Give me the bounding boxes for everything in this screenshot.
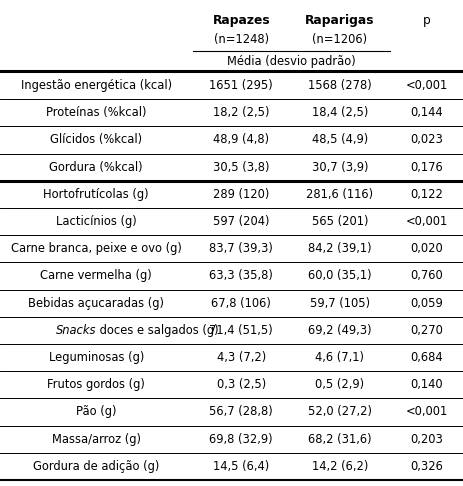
Text: 67,8 (106): 67,8 (106)	[211, 296, 271, 310]
Text: <0,001: <0,001	[405, 215, 447, 228]
Text: 83,7 (39,3): 83,7 (39,3)	[209, 243, 273, 255]
Text: 0,5 (2,9): 0,5 (2,9)	[315, 378, 363, 391]
Text: 1568 (278): 1568 (278)	[307, 79, 371, 92]
Text: (n=1248): (n=1248)	[213, 33, 268, 46]
Text: 0,684: 0,684	[410, 351, 442, 364]
Text: Proteínas (%kcal): Proteínas (%kcal)	[46, 106, 146, 119]
Text: 0,020: 0,020	[410, 243, 442, 255]
Text: 4,6 (7,1): 4,6 (7,1)	[315, 351, 363, 364]
Text: 69,2 (49,3): 69,2 (49,3)	[307, 324, 371, 337]
Text: 0,059: 0,059	[410, 296, 442, 310]
Text: 1651 (295): 1651 (295)	[209, 79, 273, 92]
Text: 71,4 (51,5): 71,4 (51,5)	[209, 324, 273, 337]
Text: 0,023: 0,023	[410, 134, 442, 146]
Text: 597 (204): 597 (204)	[213, 215, 269, 228]
Text: Frutos gordos (g): Frutos gordos (g)	[47, 378, 145, 391]
Text: 69,8 (32,9): 69,8 (32,9)	[209, 433, 273, 446]
Text: Rapazes: Rapazes	[212, 14, 269, 27]
Text: Média (desvio padrão): Média (desvio padrão)	[226, 55, 355, 68]
Text: 0,144: 0,144	[410, 106, 442, 119]
Text: 48,9 (4,8): 48,9 (4,8)	[213, 134, 269, 146]
Text: Massa/arroz (g): Massa/arroz (g)	[52, 433, 140, 446]
Text: 14,2 (6,2): 14,2 (6,2)	[311, 460, 367, 473]
Text: 0,176: 0,176	[410, 161, 442, 174]
Text: 60,0 (35,1): 60,0 (35,1)	[307, 270, 371, 282]
Text: 30,7 (3,9): 30,7 (3,9)	[311, 161, 367, 174]
Text: 14,5 (6,4): 14,5 (6,4)	[213, 460, 269, 473]
Text: 18,2 (2,5): 18,2 (2,5)	[213, 106, 269, 119]
Text: 84,2 (39,1): 84,2 (39,1)	[307, 243, 371, 255]
Text: 281,6 (116): 281,6 (116)	[306, 188, 373, 201]
Text: 0,3 (2,5): 0,3 (2,5)	[216, 378, 265, 391]
Text: 56,7 (28,8): 56,7 (28,8)	[209, 405, 273, 418]
Text: Pão (g): Pão (g)	[76, 405, 116, 418]
Text: 565 (201): 565 (201)	[311, 215, 367, 228]
Text: 0,140: 0,140	[410, 378, 442, 391]
Text: 52,0 (27,2): 52,0 (27,2)	[307, 405, 371, 418]
Text: Leguminosas (g): Leguminosas (g)	[49, 351, 144, 364]
Text: Ingestão energética (kcal): Ingestão energética (kcal)	[21, 79, 171, 92]
Text: 0,122: 0,122	[410, 188, 442, 201]
Text: Glícidos (%kcal): Glícidos (%kcal)	[50, 134, 142, 146]
Text: Hortofrutícolas (g): Hortofrutícolas (g)	[44, 188, 149, 201]
Text: Snacks: Snacks	[56, 324, 96, 337]
Text: Carne vermelha (g): Carne vermelha (g)	[40, 270, 152, 282]
Text: (n=1206): (n=1206)	[312, 33, 367, 46]
Text: 289 (120): 289 (120)	[213, 188, 269, 201]
Text: Bebidas açucaradas (g): Bebidas açucaradas (g)	[28, 296, 164, 310]
Text: <0,001: <0,001	[405, 405, 447, 418]
Text: Raparigas: Raparigas	[305, 14, 374, 27]
Text: Gordura de adição (g): Gordura de adição (g)	[33, 460, 159, 473]
Text: Gordura (%kcal): Gordura (%kcal)	[50, 161, 143, 174]
Text: 4,3 (7,2): 4,3 (7,2)	[216, 351, 265, 364]
Text: p: p	[422, 14, 430, 27]
Text: 59,7 (105): 59,7 (105)	[309, 296, 369, 310]
Text: 0,270: 0,270	[410, 324, 442, 337]
Text: 30,5 (3,8): 30,5 (3,8)	[213, 161, 269, 174]
Text: 63,3 (35,8): 63,3 (35,8)	[209, 270, 273, 282]
Text: doces e salgados (g): doces e salgados (g)	[96, 324, 219, 337]
Text: Carne branca, peixe e ovo (g): Carne branca, peixe e ovo (g)	[11, 243, 181, 255]
Text: 0,203: 0,203	[410, 433, 442, 446]
Text: 0,760: 0,760	[410, 270, 442, 282]
Text: Lacticínios (g): Lacticínios (g)	[56, 215, 137, 228]
Text: 18,4 (2,5): 18,4 (2,5)	[311, 106, 367, 119]
Text: 68,2 (31,6): 68,2 (31,6)	[307, 433, 371, 446]
Text: 0,326: 0,326	[410, 460, 442, 473]
Text: <0,001: <0,001	[405, 79, 447, 92]
Text: 48,5 (4,9): 48,5 (4,9)	[311, 134, 367, 146]
